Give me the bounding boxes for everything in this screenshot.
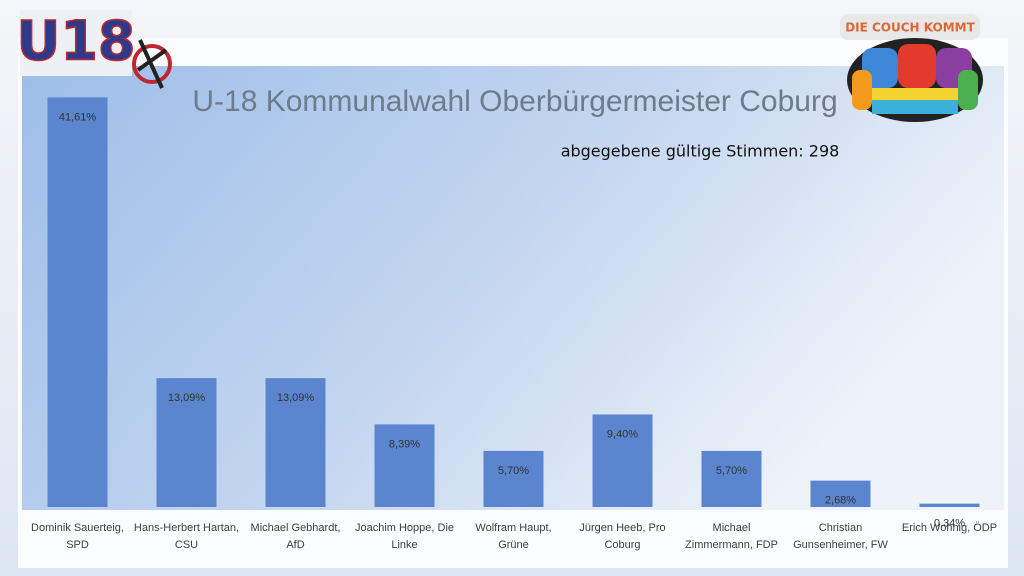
bar [156, 378, 217, 507]
bar [810, 480, 871, 507]
bar [265, 378, 326, 507]
bar [701, 450, 762, 507]
chart-subtitle: abgegebene gültige Stimmen: 298 [561, 142, 840, 161]
logo-text: DIE COUCH KOMMT [845, 21, 975, 35]
value-label: 13,09% [168, 392, 206, 404]
bar [592, 414, 653, 507]
x-tick-label: Michael Zimmermann, FDP [685, 522, 778, 551]
x-tick-label: Wolfram Haupt, Grüne [475, 522, 552, 551]
bar [374, 424, 435, 507]
x-tick-label: Jürgen Heeb, Pro Coburg [579, 522, 666, 551]
value-label: 2,68% [825, 495, 856, 507]
x-tick-label: Dominik Sauerteig, SPD [31, 522, 124, 551]
value-label: 5,70% [716, 465, 747, 477]
bar [47, 97, 108, 507]
logo-couch: DIE COUCH KOMMT [840, 14, 983, 122]
logo-u18: U18 [16, 9, 172, 89]
x-tick-label: Erich Wohnig, ÖDP [901, 522, 998, 534]
value-label: 13,09% [277, 392, 315, 404]
chart-title: U-18 Kommunalwahl Oberbürgermeister Cobu… [192, 85, 837, 118]
x-tick-label: Michael Gebhardt, AfD [250, 522, 341, 551]
value-label: 8,39% [389, 438, 420, 450]
logo-text: U18 [17, 10, 136, 73]
x-tick-label: Christian Gunsenheimer, FW [793, 522, 888, 551]
x-tick-label: Hans-Herbert Hartan, CSU [133, 522, 240, 551]
value-label: 41,61% [59, 111, 97, 123]
value-label: 0,34% [934, 518, 965, 530]
bar [919, 503, 980, 507]
x-tick-label: Joachim Hoppe, Die Linke [354, 522, 455, 551]
value-label: 5,70% [498, 465, 529, 477]
value-label: 9,40% [607, 428, 638, 440]
bar [483, 450, 544, 507]
